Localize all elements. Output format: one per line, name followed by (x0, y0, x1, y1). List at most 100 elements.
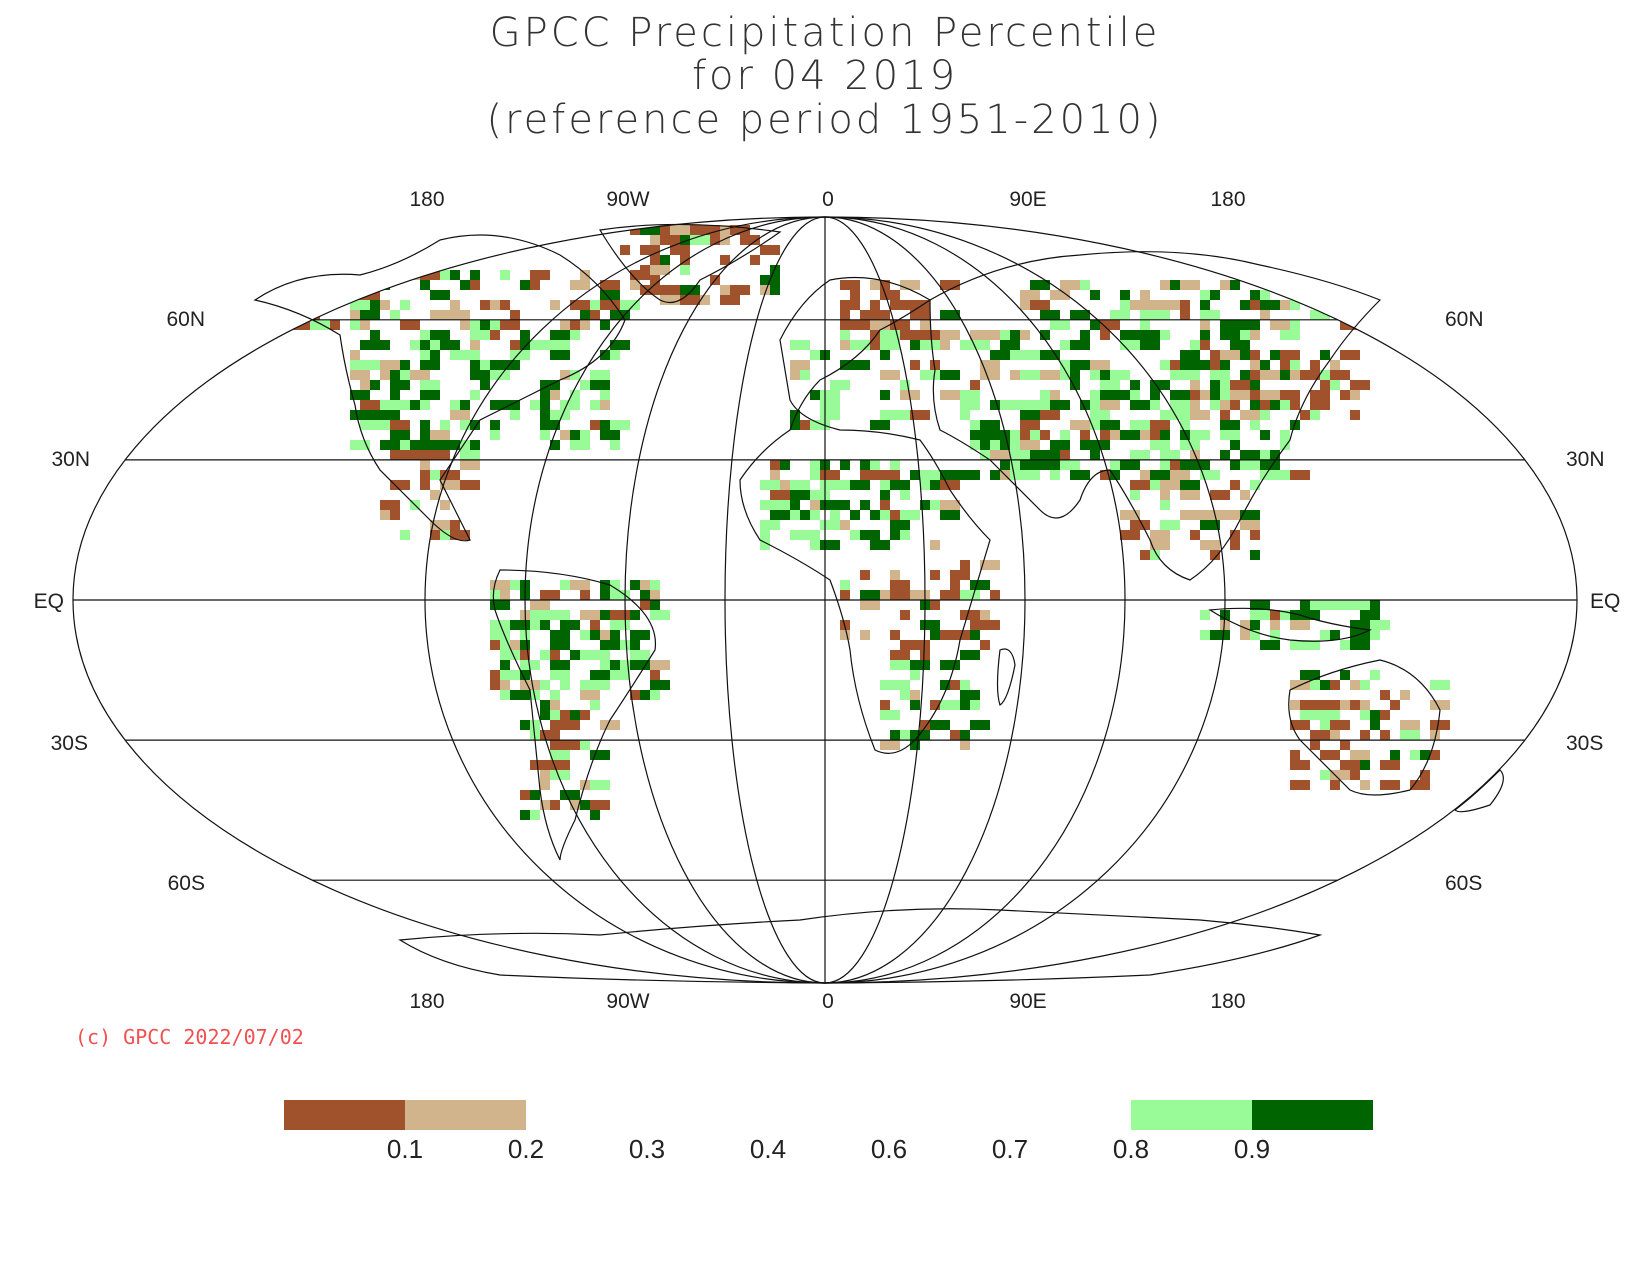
anomaly-cell (1290, 780, 1310, 790)
anomaly-cell (590, 300, 600, 310)
anomaly-cell (1420, 770, 1430, 780)
anomaly-cell (980, 420, 1000, 430)
anomaly-cell (740, 235, 760, 245)
anomaly-cell (530, 610, 550, 620)
anomaly-cell (580, 610, 600, 620)
anomaly-cell (1260, 460, 1280, 470)
anomaly-cell (1290, 760, 1310, 770)
anomaly-cell (1230, 420, 1240, 430)
anomaly-cell (1210, 490, 1220, 500)
anomaly-cell (980, 360, 1000, 370)
anomaly-cell (1160, 330, 1170, 340)
anomaly-cell (1290, 320, 1300, 330)
anomaly-cell (1420, 750, 1430, 760)
anomaly-cell (960, 400, 980, 410)
anomaly-cell (540, 800, 550, 810)
anomaly-cell (550, 660, 570, 670)
anomaly-cell (360, 340, 380, 350)
anomaly-cell (600, 590, 610, 600)
anomaly-cell (1290, 620, 1310, 630)
anomaly-cell (1150, 530, 1170, 540)
anomaly-cell (460, 400, 470, 410)
anomaly-cell (570, 620, 580, 630)
anomaly-cell (780, 480, 790, 490)
anomaly-cell (850, 360, 870, 370)
anomaly-cell (1080, 400, 1090, 410)
anomaly-cell (1000, 330, 1010, 340)
anomaly-cell (590, 700, 600, 710)
anomaly-cell (1200, 390, 1210, 400)
anomaly-cell (440, 480, 460, 490)
anomaly-cell (560, 400, 580, 410)
meridian-0 (424, 216, 826, 984)
anomaly-cell (1430, 730, 1440, 740)
anomaly-cell (1230, 540, 1240, 550)
anomaly-cell (1260, 640, 1270, 650)
anomaly-cell (560, 740, 580, 750)
anomaly-cell (910, 740, 920, 750)
anomaly-cell (1150, 420, 1170, 430)
anomaly-cell (1430, 750, 1440, 760)
anomaly-cell (660, 255, 670, 265)
anomaly-cell (840, 460, 850, 470)
anomaly-cell (630, 660, 650, 670)
anomaly-cell (1350, 380, 1370, 390)
anomaly-cell (1050, 470, 1060, 480)
anomaly-cell (570, 440, 590, 450)
anomaly-cell (470, 390, 480, 400)
legend-tick-0.7: 0.7 (992, 1134, 1028, 1164)
anomaly-cell (1360, 730, 1370, 740)
anomaly-cell (660, 285, 670, 295)
anomaly-cell (880, 330, 900, 340)
map-title-line-3: (reference period 1951-2010) (486, 97, 1164, 143)
anomaly-cell (1190, 400, 1200, 410)
anomaly-cell (1190, 530, 1200, 540)
anomaly-cell (1200, 300, 1210, 310)
anomaly-cell (880, 390, 890, 400)
anomaly-cell (570, 800, 580, 810)
lat-label-60s-left: 60S (168, 872, 205, 895)
anomaly-cell (410, 400, 420, 410)
anomaly-cell (380, 510, 390, 520)
anomaly-cell (900, 530, 910, 540)
anomaly-cell (620, 245, 630, 255)
anomaly-cell (1200, 540, 1220, 550)
anomaly-cell (790, 340, 810, 350)
anomaly-cell (580, 740, 590, 750)
lat-label-30s-right: 30S (1566, 732, 1603, 755)
anomaly-cell (1100, 380, 1120, 390)
lon-label-180-east-bottom: 180 (1210, 990, 1245, 1013)
anomaly-cell (1260, 400, 1270, 410)
anomaly-cell (1040, 410, 1060, 420)
anomaly-cell (790, 500, 800, 510)
graticule (72, 216, 1578, 984)
anomaly-cell (1380, 690, 1390, 700)
anomaly-cell (1360, 610, 1380, 620)
anomaly-cell (680, 295, 700, 305)
anomaly-cell (920, 650, 930, 660)
anomaly-cell (1400, 730, 1420, 740)
anomaly-cell (1120, 290, 1130, 300)
anomaly-cell (550, 700, 560, 710)
anomaly-cell (1300, 670, 1320, 680)
anomaly-cell (990, 400, 1000, 410)
anomaly-cell (1120, 510, 1140, 520)
anomaly-cell (1280, 440, 1290, 450)
anomaly-cell (1390, 750, 1400, 760)
anomaly-cell (490, 680, 500, 690)
anomaly-cell (1090, 320, 1100, 330)
anomaly-cell (1280, 300, 1290, 310)
lon-label-90e-bottom: 90E (1009, 990, 1046, 1013)
anomaly-cell (590, 650, 610, 660)
anomaly-cell (900, 380, 910, 390)
anomaly-cell (1260, 290, 1270, 300)
anomaly-cell (700, 295, 710, 305)
anomaly-cell (700, 225, 720, 235)
anomaly-cell (720, 235, 730, 245)
anomaly-cell (940, 330, 960, 340)
anomaly-cell (970, 630, 980, 640)
anomaly-cell (390, 410, 400, 420)
anomaly-cell (1350, 680, 1360, 690)
anomaly-cell (800, 370, 810, 380)
anomaly-cell (1230, 480, 1240, 490)
